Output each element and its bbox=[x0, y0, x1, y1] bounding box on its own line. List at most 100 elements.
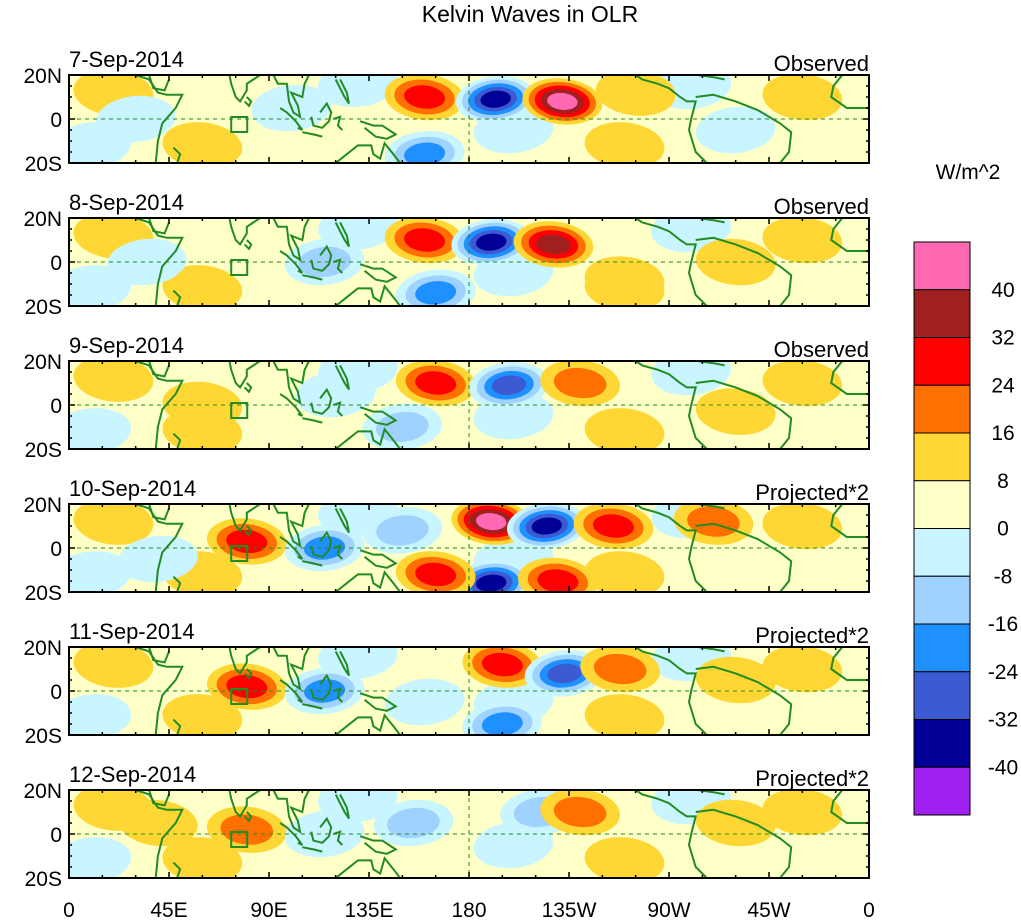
panel-field bbox=[69, 647, 869, 735]
coastline bbox=[302, 560, 323, 567]
coastline bbox=[334, 221, 350, 248]
background-anomaly-3 bbox=[762, 790, 843, 836]
contour-level bbox=[162, 694, 243, 735]
contour-level bbox=[553, 796, 607, 828]
coastline bbox=[695, 808, 793, 878]
coastline bbox=[148, 75, 170, 92]
colorbar-swatch bbox=[913, 384, 971, 434]
panel-type: Observed bbox=[774, 51, 869, 76]
coastline bbox=[359, 835, 398, 855]
coastline bbox=[695, 93, 793, 163]
coastline bbox=[830, 75, 869, 109]
contour-level bbox=[404, 85, 446, 109]
lon-tick-label: 135E bbox=[344, 899, 393, 922]
lat-tick-label: 20N bbox=[23, 208, 62, 231]
background-anomaly-5 bbox=[318, 790, 398, 823]
coastline bbox=[148, 647, 170, 664]
anomaly-center-3 bbox=[206, 806, 287, 853]
background-anomaly-1 bbox=[162, 265, 243, 306]
lat-tick-label: 0 bbox=[50, 681, 62, 704]
anomaly-center-7 bbox=[695, 106, 776, 154]
contour-level bbox=[118, 535, 198, 583]
contour-level bbox=[695, 106, 776, 154]
panel-type: Projected*2 bbox=[755, 766, 869, 791]
coastline bbox=[148, 218, 170, 235]
contour-level bbox=[318, 647, 398, 680]
coastline bbox=[332, 141, 401, 163]
index-region-box bbox=[230, 831, 249, 848]
coastline bbox=[332, 713, 401, 735]
coastline bbox=[172, 718, 182, 735]
panel-type: Observed bbox=[774, 337, 869, 362]
anomaly-center-0 bbox=[373, 799, 454, 847]
colorbar-level-label: -40 bbox=[988, 756, 1018, 779]
contour-level bbox=[69, 694, 132, 735]
coastline bbox=[279, 107, 304, 131]
colorbar-swatch bbox=[913, 623, 971, 673]
coastline bbox=[310, 530, 333, 558]
anomaly-center-9 bbox=[395, 551, 476, 592]
lon-tick-label: 180 bbox=[451, 899, 486, 922]
coastline bbox=[197, 75, 312, 119]
coastline bbox=[197, 647, 312, 691]
anomaly-center-0 bbox=[384, 75, 465, 121]
contour-level bbox=[695, 388, 776, 435]
chart-title: Kelvin Waves in OLR bbox=[422, 1, 638, 27]
coastline bbox=[359, 406, 398, 426]
anomaly-center-6 bbox=[595, 75, 676, 116]
panel-date: 11-Sep-2014 bbox=[69, 619, 195, 644]
coastline bbox=[694, 75, 725, 81]
lon-tick-label: 45E bbox=[150, 899, 187, 922]
contour-level bbox=[536, 234, 571, 255]
contour-level bbox=[404, 228, 446, 252]
contour-level bbox=[118, 799, 198, 847]
coastline bbox=[333, 115, 344, 131]
anomaly-center-2 bbox=[580, 647, 660, 693]
coastline bbox=[334, 507, 350, 534]
contour-level bbox=[162, 265, 243, 306]
coastline bbox=[333, 258, 344, 274]
contour-level bbox=[162, 837, 243, 878]
background-anomaly-6 bbox=[69, 265, 132, 306]
coastline bbox=[172, 575, 182, 592]
lat-tick-label: 20S bbox=[25, 296, 62, 319]
panel-field bbox=[69, 504, 869, 592]
background-anomaly-2 bbox=[584, 551, 665, 592]
coastline bbox=[694, 504, 725, 510]
background-anomaly-3 bbox=[762, 218, 843, 264]
colorbar-swatch bbox=[913, 575, 971, 625]
coastline bbox=[310, 101, 333, 129]
lon-tick-label: 90W bbox=[647, 899, 690, 922]
coastline bbox=[830, 504, 869, 538]
lat-tick-label: 20S bbox=[25, 153, 62, 176]
contour-level bbox=[415, 281, 457, 305]
contour-level bbox=[547, 663, 582, 684]
contour-level bbox=[284, 810, 365, 858]
colorbar-level-label: -16 bbox=[988, 613, 1018, 636]
colorbar-level-label: 24 bbox=[991, 374, 1015, 397]
index-region-box bbox=[230, 259, 249, 276]
coastline bbox=[243, 811, 253, 823]
coastline bbox=[243, 96, 253, 108]
coastline bbox=[302, 846, 323, 853]
panel-type: Projected*2 bbox=[755, 480, 869, 505]
lat-tick-label: 0 bbox=[50, 538, 62, 561]
coastline bbox=[69, 504, 184, 592]
contour-level bbox=[220, 814, 274, 845]
background-anomaly-0 bbox=[73, 361, 154, 402]
contour-level bbox=[584, 256, 665, 303]
background-anomaly-6 bbox=[69, 551, 132, 592]
colorbar-swatch bbox=[913, 432, 971, 482]
anomaly-center-4 bbox=[284, 810, 365, 858]
coastline bbox=[333, 830, 344, 846]
coastline bbox=[635, 647, 708, 735]
coastline bbox=[172, 289, 182, 306]
background-anomaly-5 bbox=[318, 75, 398, 108]
index-region-box bbox=[230, 402, 249, 419]
colorbar-swatch bbox=[913, 766, 971, 816]
colorbar-swatch bbox=[913, 528, 971, 577]
contour-level bbox=[226, 529, 268, 554]
contour-level bbox=[762, 361, 843, 407]
background-anomaly-5 bbox=[318, 218, 398, 251]
background-anomaly-1 bbox=[162, 122, 243, 163]
